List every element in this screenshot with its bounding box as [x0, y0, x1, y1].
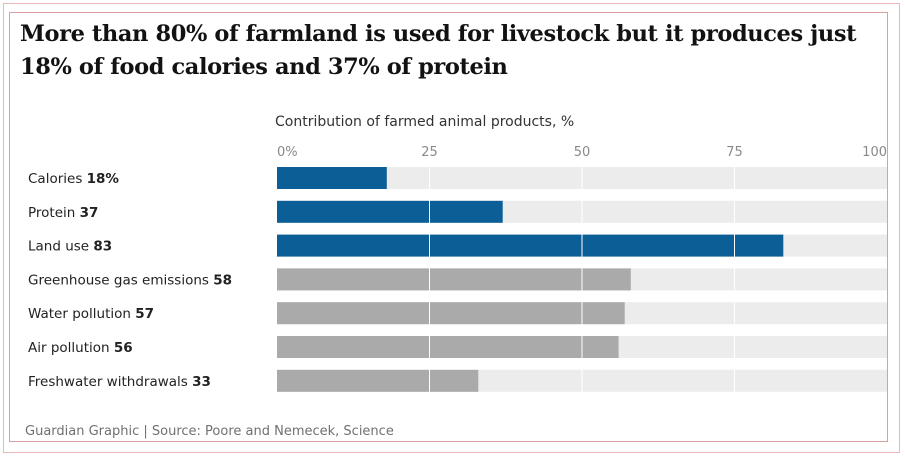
value-label: 37: [80, 205, 99, 221]
category-name: Protein: [28, 205, 80, 221]
value-label: 83: [93, 239, 112, 255]
category-name: Freshwater withdrawals: [28, 374, 192, 390]
bar: [277, 369, 479, 392]
x-tick-label: 50: [574, 145, 591, 160]
category-label: Land use 83: [28, 239, 112, 255]
x-tick-label: 100: [862, 145, 887, 160]
category-label: Air pollution 56: [28, 340, 133, 356]
category-label: Calories 18%: [28, 171, 119, 187]
axis-subtitle: Contribution of farmed animal products, …: [275, 114, 575, 130]
outer-frame: [3, 3, 900, 453]
value-label: 57: [135, 306, 154, 322]
source-note: Guardian Graphic | Source: Poore and Nem…: [25, 424, 394, 439]
x-tick-label: 75: [726, 145, 743, 160]
bar: [277, 268, 631, 291]
bar: [277, 302, 625, 325]
bar: [277, 336, 619, 358]
value-label: 58: [213, 272, 232, 288]
chart-title: More than 80% of farmland is used for li…: [20, 21, 857, 80]
value-label: 18%: [87, 171, 120, 187]
category-name: Water pollution: [28, 306, 135, 322]
value-label: 33: [192, 374, 211, 390]
value-label: 56: [114, 340, 133, 356]
category-label: Protein 37: [28, 205, 98, 221]
bar: [277, 234, 784, 257]
category-name: Calories: [28, 171, 87, 187]
x-tick-label: 0%: [277, 145, 298, 160]
x-tick-label: 25: [421, 145, 438, 160]
category-name: Land use: [28, 239, 93, 255]
category-label: Greenhouse gas emissions 58: [28, 272, 232, 288]
bar: [277, 200, 503, 223]
bar: [277, 167, 387, 189]
category-label: Water pollution 57: [28, 306, 154, 322]
category-name: Greenhouse gas emissions: [28, 272, 213, 288]
category-name: Air pollution: [28, 340, 114, 356]
category-label: Freshwater withdrawals 33: [28, 374, 211, 390]
